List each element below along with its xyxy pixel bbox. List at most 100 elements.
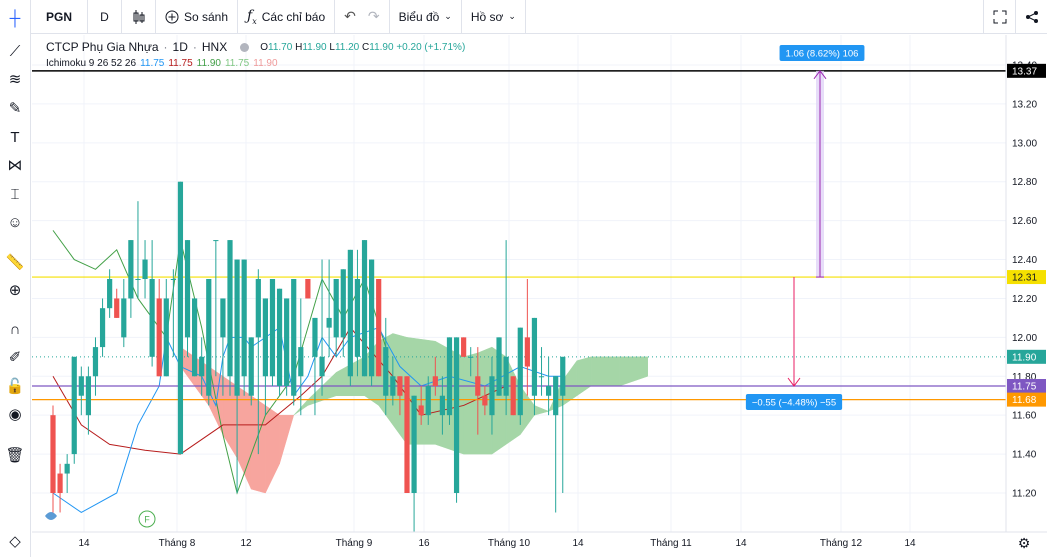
ichimoku-cloud-segment [279, 414, 295, 464]
measure-down-arrow [787, 377, 801, 387]
candle-body [553, 376, 559, 416]
ichimoku-cloud-segment [576, 356, 592, 397]
candle-body [170, 279, 176, 280]
plot-area [32, 35, 1006, 532]
price-tag [1007, 379, 1046, 393]
ichimoku-value: 11.75 [140, 58, 165, 69]
pattern-icon[interactable]: ⋈ [7, 157, 23, 174]
candle-body [369, 259, 375, 377]
x-tick-label: 14 [735, 538, 747, 549]
main-legend: CTCP Phụ Gia Nhựa · 1D · HNX O11.70 H11.… [46, 40, 465, 54]
measure-down-label: −0.55 (−4.48%) −55 [752, 398, 836, 409]
y-tick-label: 12.20 [1012, 294, 1037, 305]
candle-body [156, 298, 162, 377]
candle-body [262, 298, 268, 377]
candle-body [319, 356, 325, 377]
candle-body [333, 279, 339, 338]
chart-type-button[interactable]: Biểu đồ ⌄ [390, 0, 462, 34]
ruler-icon[interactable]: 📏 [5, 254, 25, 271]
c-value: 11.90 [369, 41, 394, 53]
zoom-in-icon[interactable]: ⊕ [8, 282, 22, 299]
candle-body [404, 376, 410, 493]
plus-circle-icon [165, 10, 179, 23]
price-tag-label: 11.75 [1012, 382, 1037, 393]
candle-body [276, 288, 283, 386]
candle-body [482, 395, 488, 406]
candle-body [121, 298, 127, 338]
trash-icon[interactable]: 🗑 [5, 447, 25, 464]
interval-label: D [100, 9, 109, 24]
candle-body [496, 337, 502, 396]
company-name: CTCP Phụ Gia Nhựa [46, 40, 159, 54]
crosshair-icon[interactable]: ┼ [9, 9, 21, 27]
candle-body [517, 327, 523, 416]
candle-body [64, 463, 70, 474]
candle-body [269, 279, 276, 377]
share-button[interactable] [1015, 0, 1047, 34]
candle-body [418, 405, 424, 416]
chikou-span-line [52, 230, 387, 495]
candle-body [298, 347, 304, 377]
candle-body [439, 395, 445, 416]
compare-label: So sánh [184, 9, 229, 24]
y-tick-label: 12.60 [1012, 216, 1037, 227]
fx-icon: ƒx [247, 7, 257, 26]
candle-body [163, 298, 169, 377]
undo-icon[interactable]: ↶ [344, 8, 356, 24]
measure-up-label: 1.06 (8.62%) 106 [786, 49, 859, 60]
price-tag-label: 11.68 [1012, 395, 1037, 406]
compare-button[interactable]: So sánh [156, 0, 239, 34]
toolbar-right [983, 0, 1047, 34]
profile-label: Hồ sơ [470, 9, 504, 24]
fullscreen-button[interactable] [983, 0, 1015, 34]
logo-icon [45, 512, 57, 520]
interval-button[interactable]: D [88, 0, 122, 34]
candle-body [71, 356, 77, 455]
candle-body [397, 376, 403, 396]
ichimoku-cloud-segment [619, 356, 648, 387]
pencil-lock-icon[interactable]: ✐ [8, 349, 22, 366]
candle-body [411, 395, 417, 493]
y-tick-label: 12.00 [1012, 333, 1037, 344]
price-tag-label: 11.90 [1012, 352, 1037, 363]
undo-redo-group: ↶ ↷ [335, 0, 390, 34]
magnet-icon[interactable]: ∩ [9, 320, 21, 338]
x-tick-label: Tháng 10 [488, 538, 531, 549]
h-value: 11.90 [302, 41, 327, 53]
legend-interval: 1D [172, 40, 188, 54]
c-label: C [362, 41, 370, 53]
text-tool-icon[interactable]: T [10, 128, 20, 146]
redo-icon[interactable]: ↷ [367, 8, 380, 24]
x-tick-label: 16 [418, 538, 430, 549]
measure-down-label-bg [745, 394, 843, 410]
fib-tool-icon[interactable]: ≋ [8, 71, 22, 88]
indicators-button[interactable]: ƒx Các chỉ báo [238, 0, 336, 34]
candle-body [248, 337, 254, 396]
profile-button[interactable]: Hồ sơ ⌄ [462, 0, 526, 34]
candle-body [291, 279, 297, 396]
ichimoku-value: 11.75 [168, 58, 193, 69]
x-tick-label: 14 [904, 538, 916, 549]
candle-body [524, 337, 530, 367]
emoji-icon[interactable]: ☺ [7, 213, 23, 231]
legend-toggle-icon[interactable] [240, 42, 250, 52]
brush-icon[interactable]: ✎ [8, 100, 22, 117]
candle-type-button[interactable] [122, 0, 156, 34]
measure-tool-icon[interactable]: ⌶ [10, 185, 20, 203]
settings-gear-icon[interactable]: ⚙ [1018, 535, 1031, 551]
lock-icon[interactable]: 🔓 [5, 378, 25, 395]
eye-icon[interactable]: ◉ [8, 406, 22, 423]
candle-body [284, 298, 290, 386]
candle-body [503, 356, 509, 396]
diamond-icon[interactable]: ◇ [9, 533, 21, 550]
symbol-button[interactable]: PGN [0, 0, 88, 34]
candle-body [234, 259, 240, 396]
candle-body [361, 240, 368, 377]
candle-body [390, 376, 396, 396]
ichimoku-value: 11.90 [196, 58, 221, 69]
candle-body [255, 279, 261, 338]
h-label: H [295, 41, 303, 53]
ichimoku-label: Ichimoku 9 26 52 26 [46, 58, 137, 69]
trendline-icon[interactable]: ⟋ [9, 42, 21, 60]
